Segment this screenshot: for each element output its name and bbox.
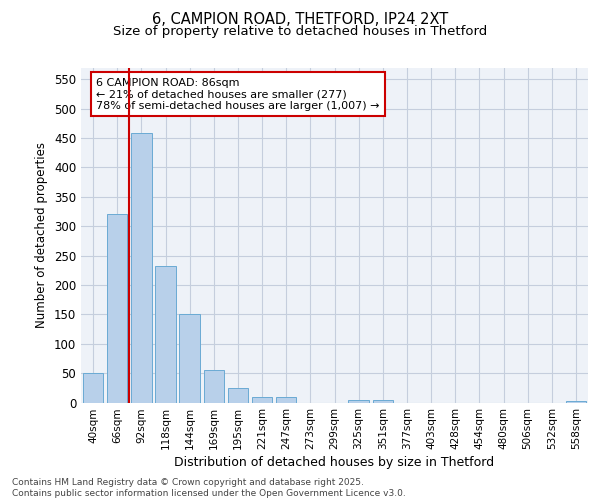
Bar — [373, 400, 393, 402]
Bar — [179, 314, 200, 402]
Bar — [252, 396, 272, 402]
Bar — [203, 370, 224, 402]
Text: Contains HM Land Registry data © Crown copyright and database right 2025.
Contai: Contains HM Land Registry data © Crown c… — [12, 478, 406, 498]
Bar — [107, 214, 127, 402]
Text: 6, CAMPION ROAD, THETFORD, IP24 2XT: 6, CAMPION ROAD, THETFORD, IP24 2XT — [152, 12, 448, 27]
Bar — [155, 266, 176, 402]
Bar — [83, 373, 103, 402]
Text: 6 CAMPION ROAD: 86sqm
← 21% of detached houses are smaller (277)
78% of semi-det: 6 CAMPION ROAD: 86sqm ← 21% of detached … — [96, 78, 380, 111]
Text: Size of property relative to detached houses in Thetford: Size of property relative to detached ho… — [113, 25, 487, 38]
Bar — [349, 400, 369, 402]
X-axis label: Distribution of detached houses by size in Thetford: Distribution of detached houses by size … — [175, 456, 494, 469]
Bar — [131, 134, 152, 402]
Y-axis label: Number of detached properties: Number of detached properties — [35, 142, 49, 328]
Bar — [566, 400, 586, 402]
Bar — [227, 388, 248, 402]
Bar — [276, 397, 296, 402]
